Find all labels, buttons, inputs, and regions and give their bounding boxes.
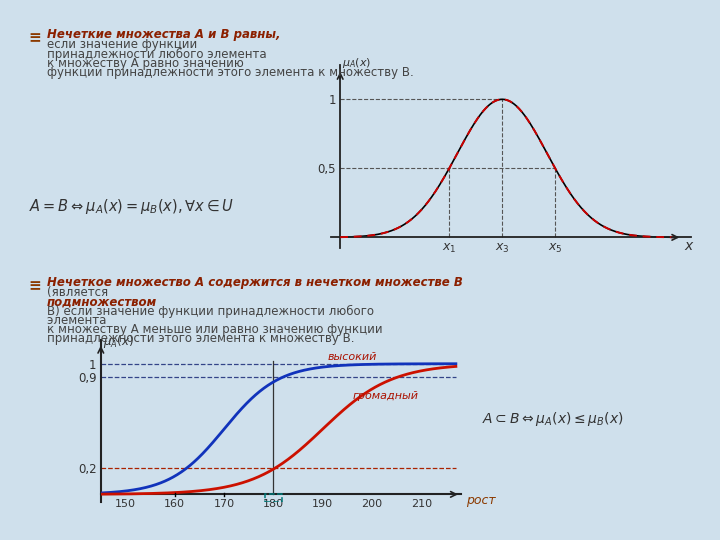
Text: громадный: громадный — [352, 391, 418, 401]
Text: к множеству A меньше или равно значению функции: к множеству A меньше или равно значению … — [47, 323, 382, 336]
Text: $x$: $x$ — [685, 239, 695, 253]
Text: высокий: высокий — [328, 352, 377, 362]
Text: Нечеткое множество A содержится в нечетком множестве B: Нечеткое множество A содержится в нечетк… — [47, 276, 463, 289]
Text: принадлежности этого элемента к множеству B.: принадлежности этого элемента к множеств… — [47, 332, 354, 345]
Text: $\mu_A(x)$: $\mu_A(x)$ — [103, 333, 134, 350]
Text: функции принадлежности этого элемента к множеству B.: функции принадлежности этого элемента к … — [47, 66, 413, 79]
Text: B) если значение функции принадлежности любого: B) если значение функции принадлежности … — [47, 305, 374, 318]
Text: подмножеством: подмножеством — [47, 295, 157, 308]
Text: Нечеткие множества A и B равны,: Нечеткие множества A и B равны, — [47, 28, 280, 41]
Text: ≡: ≡ — [29, 30, 42, 45]
Text: $A = B \Leftrightarrow \mu_A(x) = \mu_B(x), \forall x \in U$: $A = B \Leftrightarrow \mu_A(x) = \mu_B(… — [29, 197, 234, 216]
Text: $\mu_A(x)$: $\mu_A(x)$ — [343, 56, 372, 70]
Text: если значение функции: если значение функции — [47, 38, 197, 51]
Text: (является: (является — [47, 286, 108, 299]
Text: элемента: элемента — [47, 314, 110, 327]
Text: $A \subset B \Leftrightarrow \mu_A(x) \leq \mu_B(x)$: $A \subset B \Leftrightarrow \mu_A(x) \l… — [482, 410, 624, 428]
Text: рост: рост — [466, 495, 495, 508]
Text: ≡: ≡ — [29, 278, 42, 293]
Text: к множеству A равно значению: к множеству A равно значению — [47, 57, 243, 70]
Text: принадлежности любого элемента: принадлежности любого элемента — [47, 48, 270, 60]
